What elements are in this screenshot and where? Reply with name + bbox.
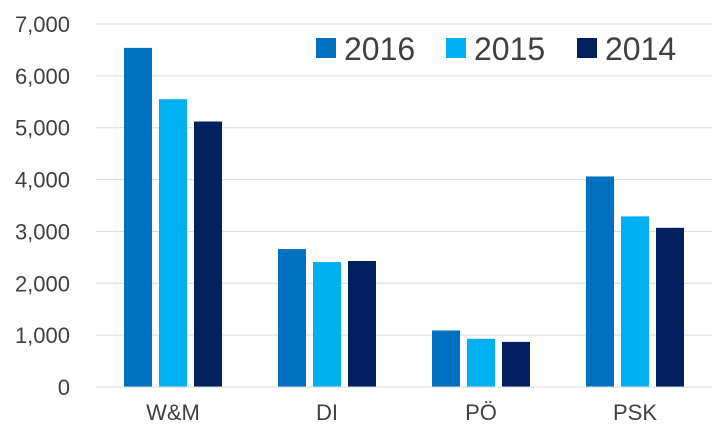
y-tick-label: 4,000 bbox=[15, 168, 70, 193]
y-tick-label: 3,000 bbox=[15, 219, 70, 244]
bar bbox=[194, 121, 222, 388]
x-category-label: W&M bbox=[146, 400, 200, 425]
bar bbox=[124, 47, 152, 388]
y-tick-label: 7,000 bbox=[15, 12, 70, 37]
y-tick-label: 1,000 bbox=[15, 323, 70, 348]
legend-item: 2015 bbox=[446, 31, 545, 67]
x-category-label: DI bbox=[316, 400, 338, 425]
y-tick-label: 0 bbox=[58, 375, 70, 400]
legend-swatch bbox=[446, 38, 466, 58]
y-tick-label: 5,000 bbox=[15, 116, 70, 141]
legend: 2016 2015 2014 bbox=[316, 31, 676, 67]
legend-item: 2014 bbox=[577, 31, 676, 67]
legend-swatch bbox=[577, 38, 597, 58]
bar bbox=[467, 338, 495, 387]
x-category-label: PÖ bbox=[465, 400, 497, 425]
gridlines bbox=[96, 23, 712, 336]
bar bbox=[278, 249, 306, 387]
bar bbox=[432, 330, 460, 387]
x-category-label: PSK bbox=[613, 400, 657, 425]
legend-item: 2016 bbox=[316, 31, 415, 67]
legend-label: 2016 bbox=[344, 31, 415, 67]
bar bbox=[348, 260, 376, 387]
legend-label: 2014 bbox=[605, 31, 676, 67]
bars bbox=[124, 47, 684, 388]
y-tick-label: 6,000 bbox=[15, 64, 70, 89]
bar bbox=[313, 262, 341, 387]
y-axis-tick-labels: 0 1,000 2,000 3,000 4,000 5,000 6,000 7,000 bbox=[15, 12, 70, 400]
legend-swatch bbox=[316, 38, 336, 58]
legend-label: 2015 bbox=[474, 31, 545, 67]
y-tick-label: 2,000 bbox=[15, 271, 70, 296]
bar bbox=[586, 176, 614, 387]
bar bbox=[502, 341, 530, 387]
bar bbox=[656, 227, 684, 387]
x-axis-category-labels: W&M DI PÖ PSK bbox=[146, 400, 657, 425]
bar bbox=[621, 216, 649, 387]
bar bbox=[159, 99, 187, 387]
